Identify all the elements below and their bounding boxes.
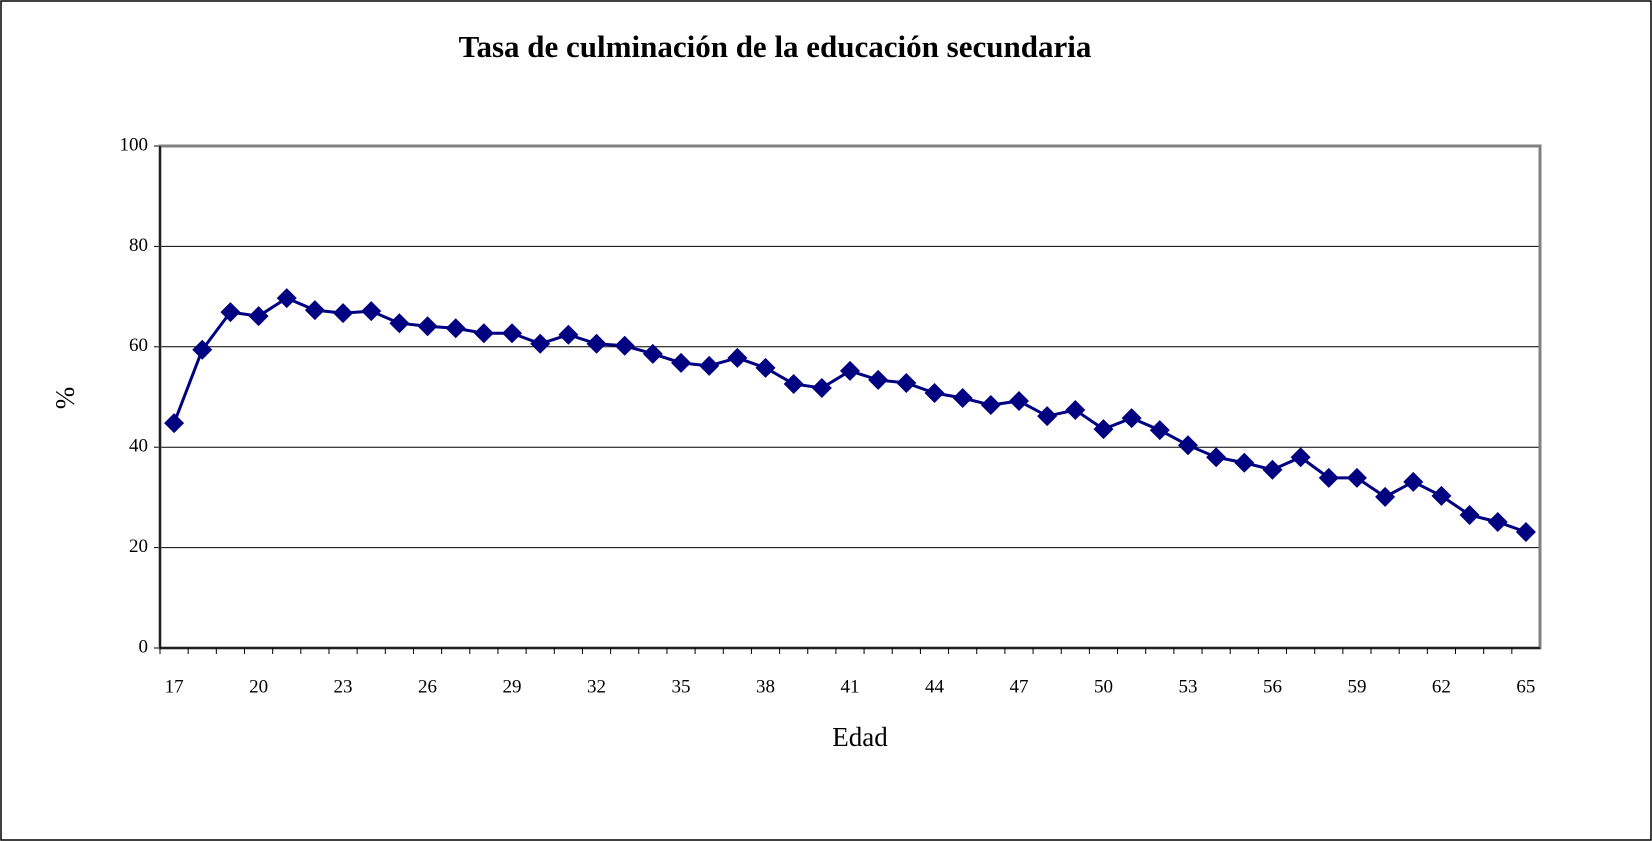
data-marker: [361, 301, 382, 322]
x-tick-label: 62: [1432, 676, 1451, 697]
x-tick-label: 47: [1009, 676, 1028, 697]
y-axis-label: %: [50, 387, 80, 410]
data-marker: [1346, 467, 1367, 488]
x-tick-label: 53: [1178, 676, 1197, 697]
x-tick-label: 35: [672, 676, 691, 697]
x-tick-label: 29: [503, 676, 522, 697]
data-marker: [1149, 420, 1170, 441]
x-tick-label: 32: [587, 676, 606, 697]
data-marker: [1318, 467, 1339, 488]
data-marker: [952, 388, 973, 409]
data-marker: [1008, 391, 1029, 412]
data-marker: [1431, 485, 1452, 506]
data-marker: [1234, 452, 1255, 473]
data-marker: [1206, 447, 1227, 468]
data-marker: [586, 333, 607, 354]
x-tick-label: 17: [165, 676, 184, 697]
y-tick-label: 80: [129, 235, 148, 256]
x-tick-label: 44: [925, 676, 945, 697]
data-marker: [840, 360, 860, 381]
data-marker: [1290, 447, 1311, 468]
y-tick-label: 100: [120, 134, 149, 155]
data-marker: [530, 333, 551, 354]
data-marker: [783, 373, 804, 394]
data-marker: [1037, 406, 1058, 427]
data-marker: [220, 302, 241, 323]
data-marker: [614, 335, 635, 356]
x-tick-label: 50: [1094, 676, 1113, 697]
data-marker: [276, 288, 297, 309]
data-marker: [192, 339, 213, 360]
data-marker: [1121, 408, 1142, 429]
data-marker: [1065, 400, 1086, 421]
data-marker: [502, 323, 523, 344]
data-marker: [699, 355, 720, 376]
chart-title: Tasa de culminación de la educación secu…: [459, 29, 1092, 64]
data-marker: [642, 343, 663, 364]
data-marker: [389, 313, 410, 334]
data-marker: [671, 352, 692, 373]
data-marker: [473, 323, 494, 344]
data-marker: [868, 369, 889, 390]
data-marker: [980, 395, 1001, 416]
data-marker: [333, 303, 354, 324]
x-tick-label: 65: [1516, 676, 1535, 697]
data-marker: [1093, 419, 1114, 440]
data-marker: [1177, 435, 1198, 456]
x-tick-label: 23: [334, 676, 353, 697]
x-tick-label: 38: [756, 676, 775, 697]
data-marker: [1487, 511, 1508, 532]
x-tick-label: 56: [1263, 676, 1282, 697]
x-tick-label: 59: [1347, 676, 1366, 697]
y-tick-label: 60: [129, 335, 148, 356]
data-marker: [1459, 504, 1480, 525]
data-marker: [1375, 486, 1396, 507]
x-tick-label: 20: [249, 676, 268, 697]
y-tick-label: 0: [139, 636, 149, 657]
x-tick-label: 26: [418, 676, 437, 697]
data-marker: [924, 382, 945, 403]
data-marker: [1403, 471, 1424, 492]
y-tick-label: 20: [129, 536, 148, 557]
data-marker: [1515, 522, 1536, 543]
x-tick-label: 41: [841, 676, 860, 697]
data-marker: [727, 347, 748, 368]
x-axis-label: Edad: [832, 722, 888, 752]
data-marker: [1262, 459, 1283, 480]
data-marker: [248, 306, 269, 327]
data-marker: [896, 372, 917, 393]
data-marker: [417, 316, 438, 337]
y-tick-label: 40: [129, 436, 148, 457]
data-marker: [755, 357, 776, 378]
data-marker: [811, 377, 832, 398]
data-marker: [304, 300, 325, 321]
data-marker: [164, 413, 185, 434]
data-marker: [445, 318, 466, 339]
data-marker: [558, 324, 579, 345]
